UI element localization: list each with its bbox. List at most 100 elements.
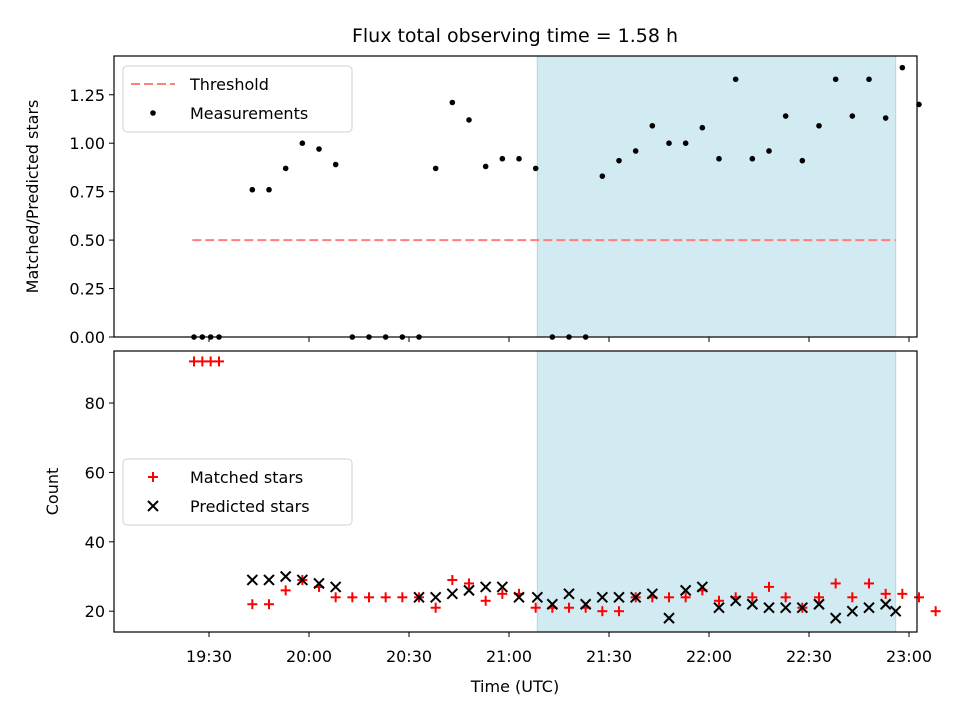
predicted-star-point bbox=[696, 581, 709, 593]
matched-star-point bbox=[930, 606, 941, 617]
predicted-star-mark-b bbox=[646, 588, 659, 600]
predicted-star-point bbox=[496, 581, 509, 593]
measurement-point bbox=[599, 173, 606, 179]
matched-star-point bbox=[347, 592, 358, 603]
measurement-point bbox=[799, 157, 806, 164]
matched-star-point bbox=[397, 592, 408, 603]
predicted-star-mark-b bbox=[629, 591, 642, 604]
legend-label: Measurements bbox=[190, 104, 308, 123]
measurement-point bbox=[699, 124, 706, 131]
predicted-star-point bbox=[879, 598, 892, 610]
predicted-star-point bbox=[863, 602, 875, 614]
predicted-star-mark-b bbox=[679, 584, 692, 597]
matched-star-point bbox=[897, 588, 908, 599]
y-tick-label: 1.25 bbox=[69, 86, 105, 105]
predicted-star-point bbox=[279, 570, 292, 583]
predicted-star-mark-b bbox=[513, 591, 525, 604]
matched-star-point bbox=[664, 592, 674, 603]
measurement-point bbox=[682, 140, 689, 147]
measurement-point bbox=[666, 140, 672, 147]
predicted-star-point bbox=[513, 591, 525, 604]
matched-star-point bbox=[364, 592, 374, 603]
x-tick-label: 22:30 bbox=[786, 647, 832, 666]
plot-frame bbox=[113, 350, 918, 633]
predicted-star-mark-b bbox=[796, 602, 809, 614]
predicted-star-point bbox=[813, 598, 825, 610]
matched-star-point bbox=[480, 595, 491, 606]
predicted-star-mark-b bbox=[779, 602, 792, 614]
shaded-region bbox=[536, 350, 897, 633]
matched-star-point bbox=[564, 602, 574, 613]
y-tick-label: 0.75 bbox=[69, 183, 105, 202]
predicted-star-point bbox=[596, 591, 609, 604]
legend-label: Threshold bbox=[189, 75, 269, 94]
y-tick-label: 0.25 bbox=[69, 280, 105, 299]
predicted-star-mark-b bbox=[746, 598, 759, 610]
predicted-star-point bbox=[646, 588, 659, 600]
predicted-star-mark-b bbox=[596, 591, 609, 604]
y-tick-label: 60 bbox=[85, 463, 105, 482]
y-tick-label: 20 bbox=[85, 602, 105, 621]
x-tick-label: 21:00 bbox=[486, 647, 532, 666]
measurement-point bbox=[716, 155, 722, 162]
measurement-point bbox=[899, 64, 906, 71]
measurement-point bbox=[332, 161, 339, 168]
measurement-point bbox=[266, 186, 272, 193]
matched-star-point bbox=[264, 599, 274, 610]
predicted-star-mark-b bbox=[863, 602, 875, 614]
predicted-star-point bbox=[429, 591, 442, 604]
measurement-point bbox=[766, 148, 772, 154]
legend-measurement-swatch bbox=[150, 110, 156, 116]
y-tick-label: 80 bbox=[85, 394, 105, 413]
predicted-star-point bbox=[479, 581, 492, 593]
predicted-star-point bbox=[629, 591, 642, 604]
predicted-star-point bbox=[546, 598, 559, 610]
matched-star-point bbox=[214, 356, 224, 367]
matched-star-point bbox=[330, 592, 341, 603]
matched-star-point bbox=[447, 574, 458, 585]
matched-star-point bbox=[280, 585, 291, 596]
predicted-star-mark-b bbox=[279, 570, 292, 583]
predicted-star-mark-b bbox=[729, 595, 742, 607]
predicted-star-mark-b bbox=[846, 605, 859, 617]
predicted-star-point bbox=[889, 605, 902, 617]
legend-box bbox=[122, 65, 353, 133]
predicted-star-mark-b bbox=[563, 588, 575, 600]
measurement-point bbox=[282, 165, 289, 172]
bottom-panel: 20 40 60 80 19:30 20:00 20:30 21:00 21:30 22:00 22… bbox=[43, 350, 941, 666]
predicted-star-mark-b bbox=[463, 584, 475, 597]
matched-star-point bbox=[780, 592, 791, 603]
measurement-point bbox=[732, 76, 739, 83]
predicted-star-mark-b bbox=[479, 581, 492, 593]
predicted-star-point bbox=[663, 612, 675, 624]
shaded-region bbox=[536, 55, 897, 338]
matched-star-point bbox=[614, 606, 624, 617]
predicted-star-mark-b bbox=[663, 612, 675, 624]
predicted-star-point bbox=[463, 584, 475, 597]
plot-frame bbox=[113, 55, 918, 338]
legend-label: Predicted stars bbox=[190, 497, 310, 516]
legend-label: Matched stars bbox=[190, 468, 303, 487]
predicted-star-mark-b bbox=[496, 581, 509, 593]
measurement-point bbox=[749, 155, 756, 162]
predicted-star-mark-b bbox=[763, 602, 775, 614]
x-tick-label: 20:00 bbox=[286, 647, 332, 666]
measurement-point bbox=[882, 115, 889, 121]
predicted-star-mark-b bbox=[696, 581, 709, 593]
top-panel: 0.00 0.25 0.50 0.75 1.00 1.25 Matched/Predicte… bbox=[23, 55, 922, 347]
measurement-point bbox=[482, 163, 489, 170]
measurement-point bbox=[832, 76, 839, 83]
measurement-point bbox=[449, 99, 456, 106]
predicted-star-point bbox=[713, 602, 725, 614]
predicted-star-point bbox=[313, 577, 325, 590]
x-tick-label: 19:30 bbox=[186, 647, 232, 666]
measurement-point bbox=[299, 140, 306, 147]
matched-star-point bbox=[764, 581, 774, 592]
measurement-point bbox=[432, 165, 439, 172]
predicted-star-mark-b bbox=[413, 591, 425, 604]
legend: Matched stars Predicted stars bbox=[122, 458, 353, 526]
y-axis-label: Count bbox=[43, 468, 62, 516]
matched-star-point bbox=[714, 595, 724, 606]
matched-star-point bbox=[847, 592, 858, 603]
predicted-star-point bbox=[779, 602, 792, 614]
